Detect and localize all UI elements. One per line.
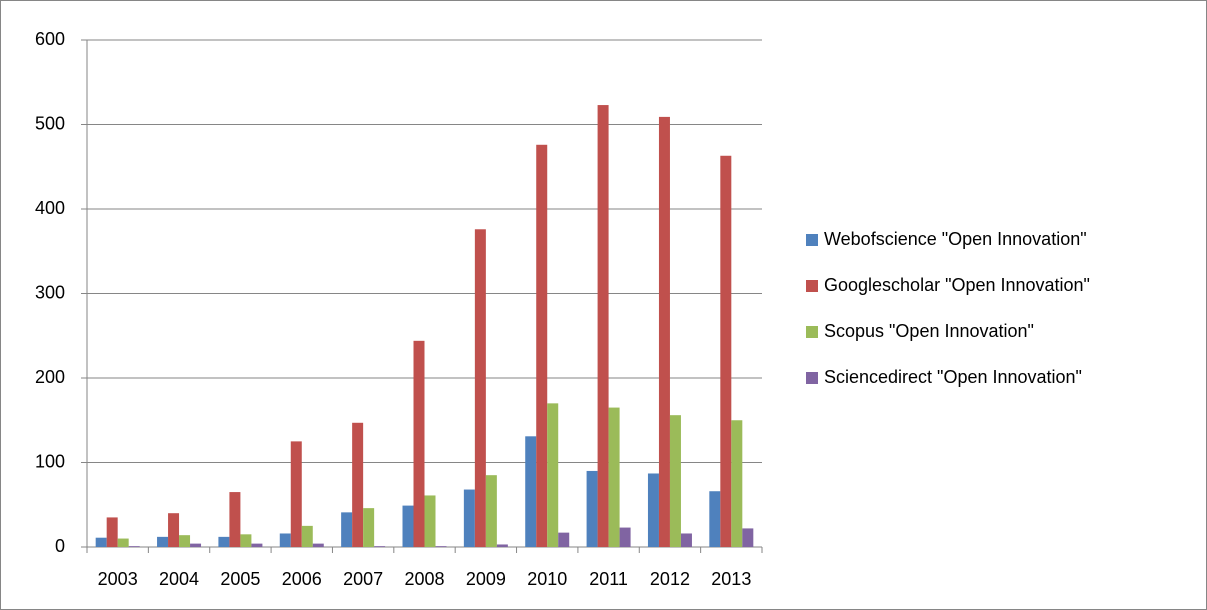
x-tick-label: 2005 <box>220 569 260 589</box>
bar <box>312 543 324 547</box>
bar <box>95 537 107 547</box>
x-tick-label: 2012 <box>650 569 690 589</box>
bar <box>586 470 598 547</box>
bar <box>474 229 486 547</box>
bar <box>251 543 263 547</box>
x-tick-label: 2003 <box>98 569 138 589</box>
bar <box>229 492 241 547</box>
y-tick-label: 300 <box>35 282 65 302</box>
y-tick-label: 500 <box>35 113 65 133</box>
legend-label: Scopus "Open Innovation" <box>824 321 1034 341</box>
bar <box>374 546 386 547</box>
bar <box>525 436 537 547</box>
bar <box>157 536 169 547</box>
bar <box>128 546 140 547</box>
x-tick-label: 2004 <box>159 569 199 589</box>
bar <box>496 544 508 547</box>
bar <box>179 535 191 547</box>
bar <box>608 407 620 547</box>
x-tick-label: 2013 <box>711 569 751 589</box>
bar <box>424 495 436 547</box>
bar <box>463 489 475 547</box>
bar <box>106 517 118 547</box>
bar <box>669 415 681 547</box>
x-tick-label: 2011 <box>589 569 628 589</box>
bar <box>547 403 559 547</box>
bar <box>341 512 353 547</box>
x-tick-label: 2007 <box>343 569 383 589</box>
y-tick-label: 200 <box>35 367 65 387</box>
bar <box>413 340 425 547</box>
y-tick-label: 100 <box>35 451 65 471</box>
bar <box>731 420 743 547</box>
bar <box>647 473 659 547</box>
bar <box>680 533 692 547</box>
y-tick-label: 0 <box>55 536 65 556</box>
bar <box>190 543 202 547</box>
legend-swatch <box>806 280 818 292</box>
x-tick-label: 2006 <box>282 569 322 589</box>
bar <box>558 532 570 547</box>
bar <box>290 441 302 547</box>
legend-label: Googlescholar "Open Innovation" <box>824 275 1090 295</box>
x-tick-label: 2008 <box>404 569 444 589</box>
bar <box>435 546 447 547</box>
legend-label: Webofscience "Open Innovation" <box>824 229 1087 249</box>
bar <box>301 525 313 547</box>
bar <box>240 534 252 547</box>
bar <box>117 538 129 547</box>
y-tick-label: 400 <box>35 198 65 218</box>
x-tick-label: 2010 <box>527 569 567 589</box>
legend-label: Sciencedirect "Open Innovation" <box>824 367 1082 387</box>
bar <box>742 528 754 547</box>
bar <box>658 116 670 548</box>
bar <box>720 155 732 547</box>
legend-swatch <box>806 372 818 384</box>
bar <box>402 505 414 547</box>
bar <box>218 536 230 547</box>
bar <box>363 508 375 547</box>
bar <box>168 513 180 547</box>
legend-swatch <box>806 326 818 338</box>
bar <box>352 422 364 547</box>
legend-swatch <box>806 234 818 246</box>
x-tick-label: 2009 <box>466 569 506 589</box>
bar <box>619 527 631 547</box>
bar <box>279 533 291 547</box>
y-tick-label: 600 <box>35 29 65 49</box>
bar <box>709 491 721 547</box>
bar <box>485 475 497 547</box>
bar <box>536 144 548 547</box>
bar <box>597 105 609 547</box>
